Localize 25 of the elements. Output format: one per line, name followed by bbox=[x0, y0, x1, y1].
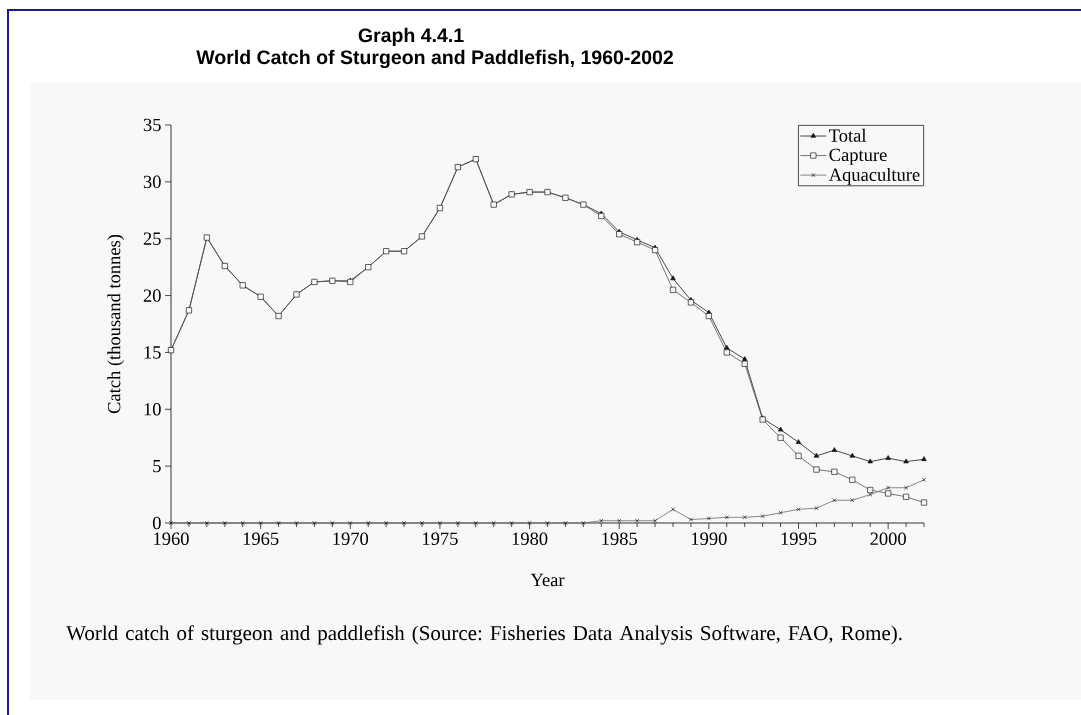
y-tick-label: 10 bbox=[144, 403, 161, 416]
x-axis-title: Year bbox=[530, 573, 565, 587]
chart-title: Graph 4.4.1 bbox=[358, 27, 464, 47]
y-tick-label: 35 bbox=[143, 118, 161, 132]
legend-label: Total bbox=[829, 128, 867, 142]
y-axis-title: Catch (thousand tonnes) bbox=[107, 234, 125, 414]
legend-label: Capture bbox=[829, 148, 887, 165]
y-tick-label: 30 bbox=[143, 175, 161, 189]
y-tick-label: 20 bbox=[143, 289, 161, 302]
x-tick-label: 1990 bbox=[691, 532, 727, 546]
x-tick-label: 2000 bbox=[870, 532, 906, 546]
x-tick-label: 1975 bbox=[423, 532, 458, 545]
y-tick-label: 25 bbox=[143, 232, 161, 245]
text: World catch of sturgeon and paddlefish (Source: Fisheries Data Analysis Software, FAO, Rome). bbox=[66, 625, 902, 645]
chart-subtitle: World Catch of Sturgeon and Paddlefish, 1960-2002 bbox=[196, 49, 673, 69]
y-tick-label: 15 bbox=[144, 346, 161, 359]
x-tick-label: 1985 bbox=[602, 532, 637, 546]
x-tick-label: 1965 bbox=[243, 532, 279, 545]
legend-label: Aquaculture bbox=[828, 167, 920, 185]
x-tick-label: 1960 bbox=[154, 532, 189, 546]
y-tick-label: 0 bbox=[152, 516, 161, 530]
x-tick-label: 1995 bbox=[781, 532, 817, 545]
y-tick-label: 5 bbox=[153, 459, 161, 473]
x-tick-label: 1980 bbox=[512, 532, 548, 546]
x-tick-label: 1970 bbox=[333, 532, 369, 546]
